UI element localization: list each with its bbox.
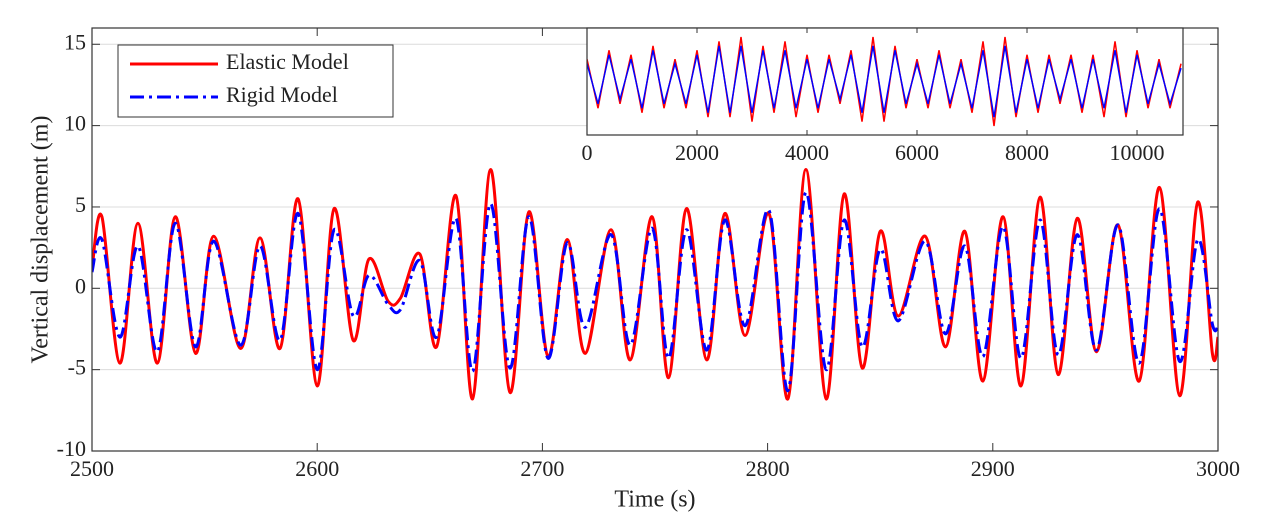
y-tick-label: -5 xyxy=(68,355,86,380)
plot-frame xyxy=(586,27,1184,136)
series-line xyxy=(587,36,1182,127)
x-tick-label: 2000 xyxy=(675,140,719,165)
series-line xyxy=(92,190,1218,393)
x-tick-label: 2900 xyxy=(971,456,1015,481)
x-tick-label: 10000 xyxy=(1110,140,1165,165)
y-tick-label: -10 xyxy=(57,436,86,461)
series-line xyxy=(587,45,1182,118)
x-tick-label: 4000 xyxy=(785,140,829,165)
series-group xyxy=(587,36,1182,127)
x-tick-label: 2500 xyxy=(70,456,114,481)
series-group xyxy=(92,168,1218,401)
y-tick-label: 5 xyxy=(75,192,86,217)
y-axis-label: Vertical displacement (m) xyxy=(28,116,54,364)
y-tick-label: 10 xyxy=(64,111,86,136)
x-tick-label: 6000 xyxy=(895,140,939,165)
y-tick-label: 0 xyxy=(75,273,86,298)
x-tick-label: 2700 xyxy=(520,456,564,481)
legend-box xyxy=(117,44,394,118)
y-tick-label: 15 xyxy=(64,29,86,54)
legend-label: Elastic Model xyxy=(226,49,349,74)
legend-label: Rigid Model xyxy=(226,82,338,107)
x-tick-label: 8000 xyxy=(1005,140,1049,165)
x-tick-label: 2600 xyxy=(295,456,339,481)
x-tick-label: 2800 xyxy=(746,456,790,481)
x-tick-label: 3000 xyxy=(1196,456,1240,481)
x-axis-label: Time (s) xyxy=(614,487,695,513)
x-tick-label: 0 xyxy=(582,140,593,165)
